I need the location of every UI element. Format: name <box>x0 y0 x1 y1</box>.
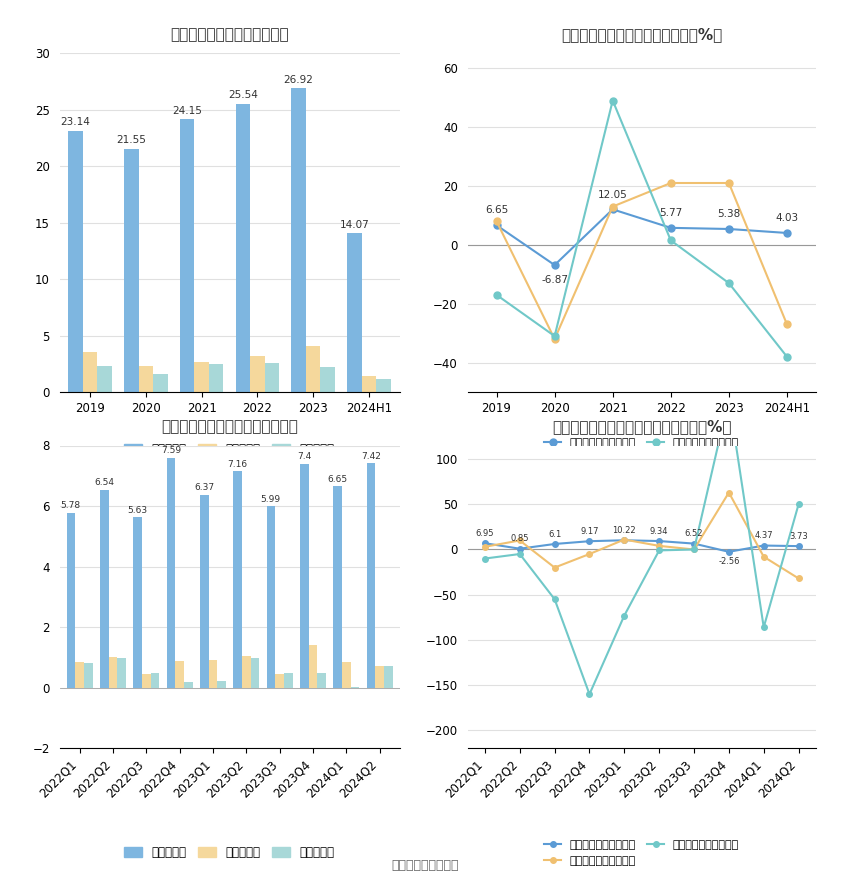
Text: 26.92: 26.92 <box>284 75 314 85</box>
Bar <box>208 659 217 688</box>
Bar <box>217 682 226 688</box>
Bar <box>361 376 376 392</box>
Text: 9.34: 9.34 <box>650 527 668 535</box>
Bar <box>342 662 350 688</box>
Text: 4.03: 4.03 <box>775 213 798 223</box>
Bar <box>235 103 250 392</box>
Text: -2.56: -2.56 <box>718 558 740 567</box>
Bar <box>317 674 326 688</box>
Bar <box>184 683 192 688</box>
Text: 0.85: 0.85 <box>511 535 529 544</box>
Bar <box>250 356 264 392</box>
Title: 营收、净利季度变动情况（亿元）: 营收、净利季度变动情况（亿元） <box>161 420 298 435</box>
Bar <box>180 119 195 392</box>
Text: -6.87: -6.87 <box>541 274 568 285</box>
Bar <box>347 233 361 392</box>
Text: 9.17: 9.17 <box>581 527 598 536</box>
Bar <box>142 674 150 688</box>
Bar <box>292 88 306 392</box>
Bar <box>309 645 317 688</box>
Bar <box>167 458 175 688</box>
Bar <box>98 365 112 392</box>
Text: 5.99: 5.99 <box>261 495 280 504</box>
Bar <box>68 131 83 392</box>
Bar <box>200 495 208 688</box>
Text: 7.42: 7.42 <box>361 452 381 461</box>
Bar <box>209 364 224 392</box>
Bar <box>84 663 93 688</box>
Text: 14.07: 14.07 <box>339 220 369 230</box>
Text: 6.95: 6.95 <box>476 529 494 538</box>
Bar <box>153 373 167 392</box>
Bar <box>320 367 335 392</box>
Text: 7.16: 7.16 <box>228 460 247 469</box>
Bar <box>233 471 242 688</box>
Text: 12.05: 12.05 <box>598 190 627 200</box>
Text: 6.52: 6.52 <box>685 529 703 538</box>
Text: 21.55: 21.55 <box>116 135 146 145</box>
Bar <box>284 674 292 688</box>
Bar <box>306 346 320 392</box>
Title: 历年营收、净利同比增长率情况（%）: 历年营收、净利同比增长率情况（%） <box>561 28 722 43</box>
Text: 5.77: 5.77 <box>659 208 683 218</box>
Bar <box>375 666 384 688</box>
Text: 7.59: 7.59 <box>161 446 181 455</box>
Bar <box>150 674 159 688</box>
Title: 历年营收、净利情况（亿元）: 历年营收、净利情况（亿元） <box>170 28 289 43</box>
Title: 营收、净利同比增长率季度变动情况（%）: 营收、净利同比增长率季度变动情况（%） <box>552 420 732 435</box>
Legend: 营业总收入同比增长率, 归母净利润同比增长率, 扣非净利润同比增长率: 营业总收入同比增长率, 归母净利润同比增长率, 扣非净利润同比增长率 <box>540 836 744 871</box>
Bar <box>242 656 251 688</box>
Bar <box>139 365 153 392</box>
Bar <box>333 486 342 688</box>
Bar <box>124 149 139 392</box>
Bar <box>267 506 275 688</box>
Bar <box>109 657 117 688</box>
Bar <box>99 490 109 688</box>
Legend: 营业总收入, 归母净利润, 扣非净利润: 营业总收入, 归母净利润, 扣非净利润 <box>120 841 339 863</box>
Text: 7.4: 7.4 <box>297 453 311 462</box>
Text: 6.1: 6.1 <box>548 530 561 539</box>
Text: 23.14: 23.14 <box>60 118 91 127</box>
Text: 25.54: 25.54 <box>228 90 258 101</box>
Bar <box>195 363 209 392</box>
Bar <box>275 674 284 688</box>
Text: 3.73: 3.73 <box>789 532 808 541</box>
Text: 6.37: 6.37 <box>194 484 214 493</box>
Text: 5.63: 5.63 <box>128 506 148 515</box>
Text: 5.38: 5.38 <box>717 209 740 219</box>
Text: 5.78: 5.78 <box>60 502 81 511</box>
Bar <box>175 661 184 688</box>
Bar <box>384 666 393 688</box>
Text: 6.65: 6.65 <box>327 475 348 484</box>
Bar <box>117 658 126 688</box>
Bar <box>251 658 259 688</box>
Text: 10.22: 10.22 <box>613 526 636 535</box>
Bar <box>83 352 98 392</box>
Bar <box>75 662 84 688</box>
Bar <box>264 364 279 392</box>
Bar <box>376 380 391 392</box>
Bar <box>350 687 360 688</box>
Bar <box>366 463 375 688</box>
Legend: 营业总收入, 归母净利润, 扣非净利润: 营业总收入, 归母净利润, 扣非净利润 <box>120 438 339 461</box>
Legend: 营业总收入同比增长率, 归母净利润同比增长率, 扣非净利润同比增长率: 营业总收入同比增长率, 归母净利润同比增长率, 扣非净利润同比增长率 <box>540 433 744 468</box>
Bar <box>66 512 75 688</box>
Text: 4.37: 4.37 <box>755 531 773 540</box>
Text: 6.54: 6.54 <box>94 478 114 487</box>
Bar <box>133 518 142 688</box>
Bar <box>300 463 309 688</box>
Text: 24.15: 24.15 <box>173 106 202 116</box>
Text: 数据来源：恒生聚源: 数据来源：恒生聚源 <box>391 859 459 871</box>
Text: 6.65: 6.65 <box>484 206 508 216</box>
